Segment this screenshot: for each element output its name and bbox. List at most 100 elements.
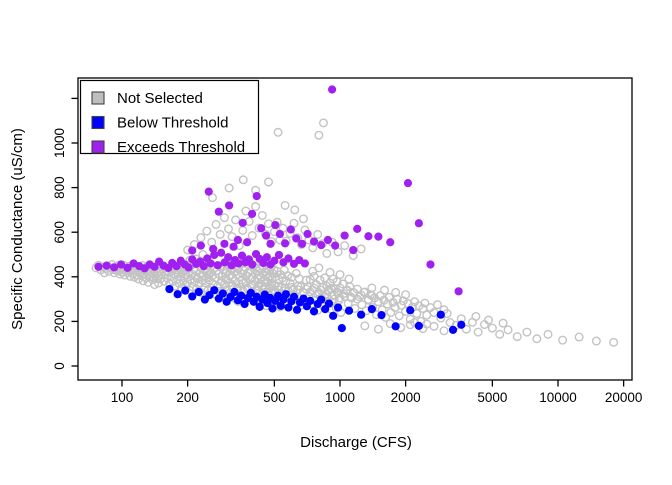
data-point: [317, 295, 326, 304]
series-below-threshold: [165, 284, 466, 334]
data-point: [360, 287, 370, 297]
x-tick-label: 10000: [539, 390, 577, 405]
x-tick-label: 1000: [325, 390, 355, 405]
data-point: [281, 290, 291, 299]
data-point: [286, 225, 295, 234]
data-point: [116, 260, 126, 269]
x-tick-label: 5000: [477, 390, 507, 405]
data-point: [194, 287, 203, 297]
data-point: [217, 248, 226, 257]
data-point: [297, 239, 307, 248]
data-point: [386, 238, 395, 247]
data-point: [522, 327, 532, 337]
data-point: [299, 294, 308, 303]
data-point: [405, 320, 415, 330]
y-tick-label: 600: [52, 221, 67, 244]
legend-label-1: Not Selected: [117, 90, 203, 107]
data-point: [247, 209, 257, 219]
data-point: [271, 220, 280, 230]
data-point: [331, 241, 340, 250]
data-point: [344, 274, 354, 284]
data-point: [454, 287, 463, 296]
data-point: [284, 303, 293, 312]
data-point: [298, 214, 308, 224]
data-point: [367, 291, 377, 301]
data-point: [275, 229, 284, 239]
data-point: [284, 254, 293, 263]
data-point: [125, 271, 135, 281]
data-point: [207, 237, 217, 247]
data-point: [414, 219, 423, 228]
data-point: [344, 306, 354, 315]
data-point: [274, 250, 284, 260]
plot-box: [77, 77, 633, 381]
data-point: [386, 307, 396, 317]
data-point: [264, 219, 274, 229]
data-point: [238, 278, 248, 288]
data-point: [461, 324, 471, 334]
data-point: [281, 239, 290, 248]
data-point: [234, 259, 243, 268]
data-point: [394, 311, 404, 321]
data-point: [110, 263, 119, 272]
data-point: [152, 274, 162, 284]
data-point: [503, 325, 513, 335]
data-point: [292, 305, 302, 314]
series-exceeds-threshold: [94, 85, 463, 296]
data-point: [240, 299, 249, 309]
data-point: [276, 301, 285, 310]
data-point: [391, 322, 400, 331]
data-point: [609, 337, 619, 347]
data-point: [512, 332, 522, 342]
data-point: [324, 299, 334, 308]
data-point: [308, 266, 318, 276]
data-point: [215, 229, 225, 239]
y-tick-label: 0: [52, 362, 67, 370]
data-point: [439, 326, 449, 336]
data-point: [429, 321, 439, 331]
data-point: [426, 260, 435, 269]
data-points-layer: [91, 85, 619, 347]
data-point: [238, 218, 247, 227]
data-point: [484, 315, 494, 325]
data-point: [377, 311, 386, 320]
data-point: [218, 289, 227, 298]
data-point: [320, 273, 330, 283]
data-point: [204, 187, 213, 196]
data-point: [262, 253, 271, 262]
data-point: [412, 309, 422, 319]
data-point: [325, 267, 335, 277]
y-axis: 0 200 400 600 800 1000: [52, 97, 78, 370]
data-point: [204, 270, 214, 280]
data-point: [196, 241, 205, 250]
y-tick-label: 200: [52, 310, 67, 333]
data-point: [214, 207, 223, 216]
legend: Not Selected Below Threshold Exceeds Thres…: [79, 79, 260, 156]
data-point: [323, 235, 332, 245]
data-point: [190, 271, 200, 281]
data-point: [353, 224, 362, 233]
data-point: [224, 183, 234, 193]
data-point: [246, 288, 255, 297]
data-point: [340, 231, 349, 240]
data-point: [422, 310, 432, 320]
data-point: [379, 285, 389, 295]
data-point: [196, 233, 206, 243]
data-point: [314, 130, 324, 140]
data-point: [591, 336, 601, 346]
data-point: [220, 239, 229, 248]
legend-box: [79, 79, 260, 155]
legend-label-3: Exceeds Threshold: [117, 139, 245, 156]
legend-label-2: Below Threshold: [117, 115, 228, 132]
x-tick-label: 100: [111, 390, 134, 405]
data-point: [219, 213, 229, 223]
data-point: [251, 202, 261, 212]
data-point: [165, 284, 174, 294]
data-point: [270, 256, 279, 265]
data-point: [211, 219, 221, 229]
data-point: [229, 242, 238, 251]
data-point: [301, 275, 311, 285]
data-point: [357, 300, 367, 310]
data-point: [391, 287, 401, 297]
data-point: [349, 245, 358, 255]
